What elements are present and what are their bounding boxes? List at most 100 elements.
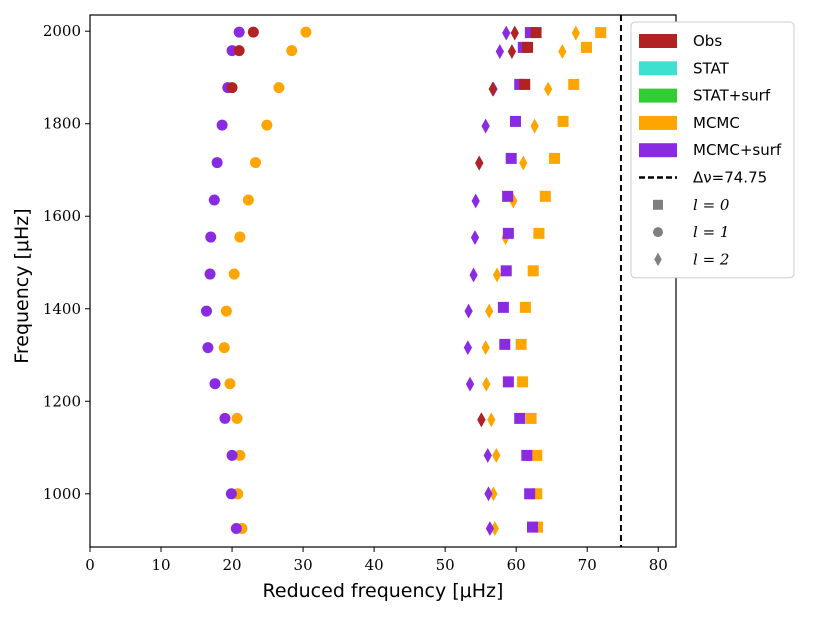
data-point-l1-circle (211, 157, 223, 169)
x-tick-label: 70 (578, 556, 597, 574)
legend-entry: l = 0 (653, 196, 730, 214)
legend-entry: l = 1 (653, 223, 729, 241)
data-point-l0-square (522, 41, 534, 53)
data-point-l0-square (502, 227, 514, 239)
data-point-l0-square (568, 78, 580, 90)
x-tick-label: 30 (294, 556, 313, 574)
x-tick-label: 60 (507, 556, 526, 574)
data-point-l2-diamond (485, 521, 495, 536)
data-point-l2-diamond (510, 25, 519, 41)
data-point-l0-square (519, 301, 531, 313)
legend-marker-l1-circle (653, 227, 663, 238)
data-point-l2-diamond (481, 118, 490, 134)
legend-marker-l2-diamond (654, 252, 662, 267)
data-point-l2-diamond (463, 340, 473, 356)
data-point-l2-diamond (571, 25, 580, 41)
data-point-l0-square (539, 190, 551, 202)
data-point-l2-diamond (471, 193, 480, 209)
data-point-l2-diamond (477, 412, 486, 428)
legend-label: l = 1 (693, 223, 729, 241)
data-point-l0-square (525, 412, 537, 424)
data-point-l0-square (499, 338, 511, 350)
data-point-l1-circle (233, 26, 245, 38)
data-point-l2-diamond (481, 340, 490, 356)
data-point-l1-circle (242, 194, 254, 206)
legend-label: Obs (693, 32, 722, 50)
data-point-l2-diamond (470, 230, 480, 245)
data-point-l0-square (514, 412, 526, 424)
data-point-l1-circle (233, 45, 245, 57)
data-point-l1-circle (226, 449, 238, 461)
data-point-l2-diamond (465, 376, 475, 392)
data-point-l0-square (500, 265, 512, 277)
data-point-l1-circle (219, 412, 231, 424)
data-point-l2-diamond (482, 376, 491, 392)
data-point-l0-square (502, 190, 514, 202)
data-point-l1-circle (234, 449, 246, 461)
legend-entry: Obs (639, 32, 722, 50)
legend-entry: MCMC+surf (639, 141, 782, 159)
x-tick-label: 10 (151, 556, 170, 574)
legend-label: STAT (693, 59, 730, 77)
data-point-l0-square (505, 152, 517, 164)
data-point-l0-square (527, 265, 539, 277)
legend-label: STAT+surf (693, 87, 771, 105)
data-point-l1-circle (202, 342, 214, 354)
data-point-l1-circle (204, 268, 216, 280)
data-point-l2-diamond (485, 303, 494, 319)
data-point-l0-square (530, 27, 542, 39)
data-point-l0-square (524, 488, 536, 500)
data-point-l0-square (527, 521, 539, 533)
legend-label: Δν=74.75 (693, 169, 767, 187)
legend-entry: STAT+surf (639, 87, 771, 105)
data-point-l1-circle (250, 157, 262, 169)
data-point-l1-circle (220, 305, 232, 317)
series-obs (226, 25, 542, 428)
legend-marker-l0-square (653, 199, 663, 210)
data-point-l1-circle (216, 119, 228, 131)
data-point-l0-square (524, 27, 536, 39)
data-point-l2-diamond (475, 155, 484, 171)
data-point-l1-circle (208, 194, 220, 206)
y-tick-label: 1600 (43, 207, 81, 225)
legend-entry: l = 2 (654, 250, 729, 268)
data-point-l2-diamond (489, 486, 498, 502)
data-point-l1-circle (218, 342, 230, 354)
x-tick-label: 20 (223, 556, 242, 574)
legend-label: MCMC+surf (693, 141, 782, 159)
x-axis-label: Reduced frequency [μHz] (263, 580, 504, 602)
series-mcmc-surf (200, 25, 539, 536)
data-point-l0-square (515, 338, 527, 350)
data-point-l1-circle (300, 26, 312, 38)
data-point-l0-square (531, 449, 543, 461)
legend-entry: STAT (639, 59, 730, 77)
data-point-l1-circle (230, 522, 242, 534)
y-tick-label: 1200 (43, 392, 81, 410)
y-axis-label: Frequency [μHz] (11, 208, 33, 363)
y-tick-label: 1000 (43, 485, 81, 503)
legend-box (630, 21, 795, 279)
data-point-l2-diamond (492, 267, 502, 283)
legend-swatch (639, 143, 677, 158)
legend-label: l = 0 (693, 196, 730, 214)
y-tick-label: 2000 (43, 22, 81, 40)
data-point-l0-square (595, 27, 607, 39)
y-tick-label: 1400 (43, 300, 81, 318)
data-point-l1-circle (247, 26, 259, 38)
data-point-l2-diamond (519, 155, 528, 171)
data-point-l0-square (502, 376, 514, 388)
data-point-l2-diamond (492, 447, 501, 463)
series-mcmc (218, 25, 607, 536)
data-point-l0-square (509, 115, 521, 127)
x-tick-label: 40 (365, 556, 384, 574)
x-tick-label: 80 (649, 556, 668, 574)
legend-entry: Δν=74.75 (639, 169, 767, 187)
data-point-l2-diamond (487, 412, 496, 428)
data-point-l0-square (557, 115, 569, 127)
data-point-l0-square (533, 227, 545, 239)
data-point-l2-diamond (544, 81, 553, 97)
x-tick-label: 0 (85, 556, 95, 574)
legend-swatch (639, 34, 677, 48)
data-point-l2-diamond (464, 303, 473, 319)
